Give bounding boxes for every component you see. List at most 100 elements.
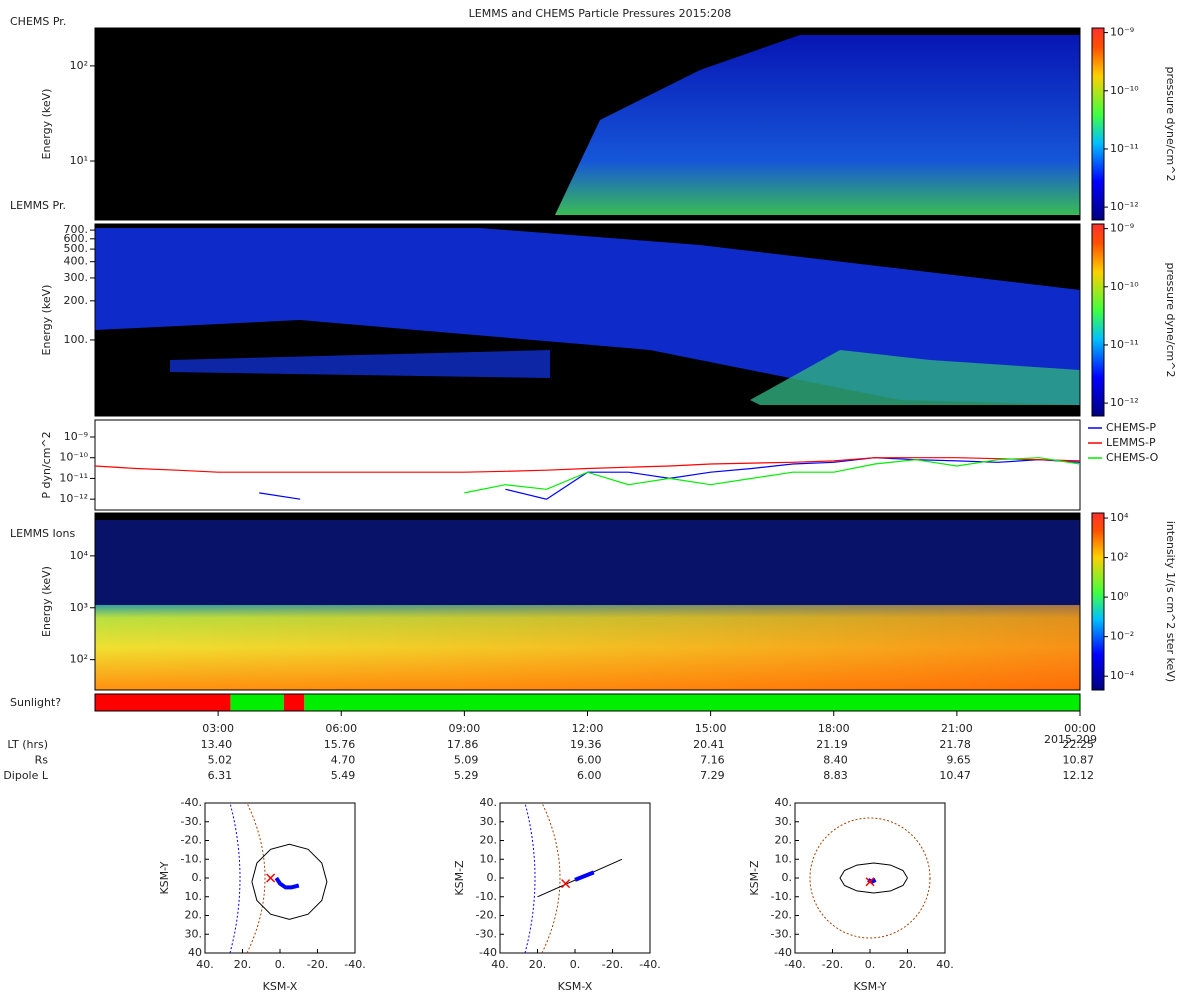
x-tick-label: 0. [275,958,286,971]
ephemeris-value: 21.19 [816,738,848,751]
y-axis-label: Energy (keV) [40,89,53,160]
y-tick-label: 20. [185,909,203,922]
magnetopause [541,802,561,954]
ephemeris-value: 15.76 [324,738,356,751]
x-tick-label: 40. [936,958,954,971]
magnetopause [809,817,931,939]
legend-label: LEMMS-P [1106,436,1156,449]
ephemeris-value: 12.12 [1063,769,1095,782]
ephemeris-value: 10.87 [1063,754,1095,767]
ephemeris-value: 10.47 [939,769,971,782]
colorbar-tick-label: 10⁴ [1110,511,1129,524]
x-axis-label: KSM-X [263,980,298,993]
colorbar-tick-label: 10⁻¹⁰ [1110,280,1139,293]
ephemeris-value: 8.83 [823,769,848,782]
x-tick-label: -40. [639,958,660,971]
y-tick-label: 10² [70,653,88,666]
y-tick-label: 300. [64,271,89,284]
bow-shock [524,802,536,954]
colorbar [1091,27,1105,221]
plot-frame [94,27,1081,221]
x-tick-label: 40. [491,958,509,971]
legend-label: CHEMS-O [1106,451,1159,464]
plot-frame [94,223,1081,417]
y-tick-label: 40 [188,946,202,959]
ephemeris-value: 6.00 [577,769,602,782]
y-axis-label: Energy (keV) [40,566,53,637]
y-axis-label: KSM-Y [158,861,171,894]
colorbar-tick-label: 10⁻¹¹ [1110,338,1139,351]
y-tick-label: 10⁻¹² [59,492,88,505]
y-tick-label: 0. [487,871,498,884]
ephemeris-label: Rs [35,754,49,767]
ephemeris-label: Dipole L [3,769,49,782]
y-tick-label: 600. [64,232,89,245]
orbit-frame [204,802,356,954]
x-tick-label: 20. [529,958,547,971]
y-tick-label: 10² [70,59,88,72]
y-tick-label: 0. [782,871,793,884]
x-tick-label: 21:00 [941,722,973,735]
ephemeris-value: 17.86 [447,738,479,751]
sunlight-segment [283,694,305,711]
y-tick-label: 30. [480,815,498,828]
legend-label: CHEMS-P [1106,421,1156,434]
ephemeris-value: 5.09 [454,754,479,767]
date-label: 2015-209 [1044,733,1097,746]
y-tick-label: 40. [775,796,793,809]
colorbar-tick-label: 10⁻⁹ [1110,26,1134,39]
x-axis-label: KSM-X [558,980,593,993]
y-tick-label: 20. [480,834,498,847]
ephemeris-label: LT (hrs) [7,738,48,751]
ephemeris-value: 21.78 [939,738,971,751]
y-tick-label: -20. [771,909,792,922]
trajectory [274,876,300,890]
x-tick-label: 0. [865,958,876,971]
x-tick-label: 03:00 [202,722,234,735]
colorbar-tick-label: 10⁻² [1110,630,1134,643]
y-tick-label: -10. [476,890,497,903]
colorbar-tick-label: 10⁻¹² [1110,396,1139,409]
line-group [95,457,1080,500]
colorbar [1091,223,1105,417]
y-tick-label: 200. [64,294,89,307]
x-tick-label: -20. [307,958,328,971]
panel-label: LEMMS Ions [10,527,75,540]
y-tick-label: -40 [774,946,792,959]
x-tick-label: -20. [602,958,623,971]
ephemeris-value: 5.02 [208,754,233,767]
colorbar-tick-label: 10⁻⁹ [1110,222,1134,235]
x-tick-label: 20. [234,958,252,971]
y-tick-label: 10³ [70,601,88,614]
ephemeris-value: 5.49 [331,769,356,782]
y-tick-label: -20. [181,834,202,847]
x-tick-label: 40. [196,958,214,971]
figure-title: LEMMS and CHEMS Particle Pressures 2015:… [469,7,732,20]
ephemeris-value: 13.40 [201,738,233,751]
y-tick-label: 10⁻⁹ [64,430,88,443]
series-line [95,457,1080,473]
x-tick-label: 06:00 [325,722,357,735]
y-tick-label: -40 [479,946,497,959]
y-tick-label: 30. [775,815,793,828]
position-marker [561,879,571,889]
colorbar-tick-label: 10⁻¹⁰ [1110,84,1139,97]
colorbar-tick-label: 10⁰ [1110,590,1129,603]
sunlight-segment [230,694,284,711]
x-tick-label: 15:00 [695,722,727,735]
colorbar-tick-label: 10⁻¹¹ [1110,142,1139,155]
y-tick-label: -30. [476,927,497,940]
x-tick-label: -40. [344,958,365,971]
magnetopause [246,802,266,954]
ephemeris-value: 6.00 [577,754,602,767]
y-tick-label: -40. [181,796,202,809]
y-tick-label: 10. [185,890,203,903]
x-axis-label: KSM-Y [853,980,886,993]
x-tick-label: -40. [784,958,805,971]
y-tick-label: -10. [771,890,792,903]
y-tick-label: 10. [775,852,793,865]
panel-label: LEMMS Pr. [10,199,66,212]
y-tick-label: 40. [480,796,498,809]
y-tick-label: -10. [181,852,202,865]
panel-label: Sunlight? [10,696,61,709]
